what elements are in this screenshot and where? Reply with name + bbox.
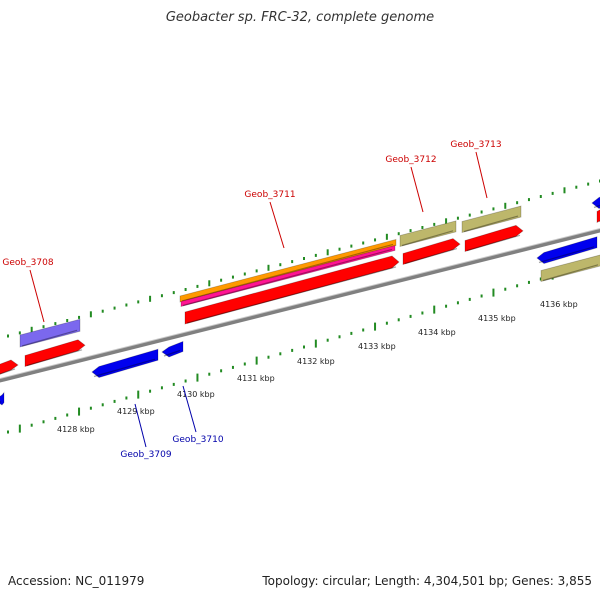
gene-reverse-shade <box>163 349 181 357</box>
gene-forward <box>184 255 400 325</box>
scale-label: 4135 kbp <box>478 314 516 323</box>
scale-label: 4131 kbp <box>237 374 275 383</box>
feature-olive-shade <box>401 230 454 247</box>
gene-forward <box>24 339 86 368</box>
gene-forward <box>596 209 600 224</box>
gene-reverse <box>161 340 184 358</box>
map-title: Geobacter sp. FRC-32, complete genome <box>165 10 435 25</box>
feature-orange <box>179 238 397 303</box>
feature-orange-shade <box>181 243 394 302</box>
gene-reverse-shade <box>93 358 156 378</box>
gene-reverse-shade <box>538 246 595 264</box>
label-leader-line <box>475 151 488 199</box>
feature-magenta-shade <box>182 248 393 307</box>
gene-reverse-shade <box>0 401 2 403</box>
feature-purple-shade <box>21 329 78 347</box>
gene-label-geob_3712: Geob_3712 <box>385 155 436 165</box>
gene-forward <box>0 359 19 375</box>
scale-label: 4133 kbp <box>358 342 396 351</box>
gene-label-geob_3711: Geob_3711 <box>244 190 295 200</box>
label-leader-line <box>134 403 147 448</box>
gene-forward-shade <box>26 349 83 367</box>
feature-magenta <box>180 244 396 308</box>
scale-label: 4134 kbp <box>418 328 456 337</box>
gene-label-geob_3713: Geob_3713 <box>450 140 501 150</box>
feature-purple <box>19 318 81 348</box>
backbone-highlight <box>0 227 600 380</box>
gene-forward <box>464 224 524 253</box>
gene-label-geob_3709: Geob_3709 <box>120 450 171 460</box>
label-leader-line <box>29 269 45 323</box>
label-leader-line <box>182 385 197 433</box>
label-leader-line <box>269 201 285 249</box>
gene-reverse-shade <box>593 204 600 209</box>
genome-summary-text: Topology: circular; Length: 4,304,501 bp… <box>262 574 592 588</box>
backbone-line <box>0 228 600 383</box>
gene-reverse <box>536 236 598 264</box>
feature-olive-shade <box>463 215 519 233</box>
label-leader-line <box>410 166 424 213</box>
scale-label: 4132 kbp <box>297 357 335 366</box>
gene-forward-shade <box>466 234 521 252</box>
gene-forward-shade <box>186 266 397 324</box>
gene-reverse <box>591 196 600 209</box>
gene-forward <box>402 238 461 266</box>
gene-label-geob_3708: Geob_3708 <box>2 258 53 268</box>
feature-olive <box>461 205 522 234</box>
gene-label-geob_3710: Geob_3710 <box>172 435 223 445</box>
accession-text: Accession: NC_011979 <box>8 574 145 588</box>
gene-forward-shade <box>0 368 16 375</box>
scale-label: 4128 kbp <box>57 425 95 434</box>
scale-label: 4129 kbp <box>117 407 155 416</box>
scale-label: 4130 kbp <box>177 390 215 399</box>
gene-forward-shade <box>404 247 458 265</box>
scale-label: 4136 kbp <box>540 300 578 309</box>
feature-olive-shade <box>542 264 599 282</box>
gene-reverse <box>91 348 159 378</box>
gene-reverse <box>0 391 5 406</box>
feature-olive <box>540 254 600 283</box>
feature-olive <box>399 220 457 248</box>
